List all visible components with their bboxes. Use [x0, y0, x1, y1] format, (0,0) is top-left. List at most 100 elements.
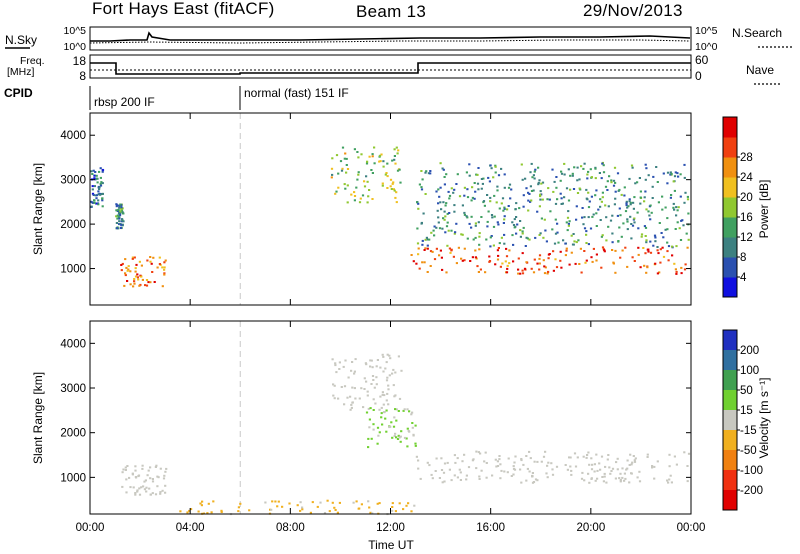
- echo-pixel: [542, 259, 545, 262]
- echo-pixel: [536, 479, 539, 482]
- echo-pixel: [553, 242, 557, 245]
- echo-pixel: [373, 162, 376, 165]
- echo-pixel: [397, 355, 400, 358]
- echo-pixel: [631, 461, 634, 464]
- echo-pixel: [683, 451, 686, 454]
- echo-pixel: [644, 163, 647, 166]
- echo-pixel: [437, 216, 440, 219]
- echo-pixel: [514, 208, 517, 211]
- echo-pixel: [680, 272, 683, 275]
- echo-pixel: [395, 419, 398, 422]
- echo-pixel: [595, 212, 598, 215]
- echo-pixel: [518, 207, 521, 210]
- echo-pixel: [661, 246, 664, 249]
- echo-pixel: [210, 511, 213, 514]
- echo-pixel: [332, 394, 335, 397]
- echo-pixel: [564, 464, 567, 466]
- echo-pixel: [378, 408, 381, 411]
- echo-pixel: [605, 239, 608, 242]
- echo-pixel: [415, 455, 418, 458]
- echo-pixel: [570, 234, 573, 237]
- echo-pixel: [578, 263, 581, 265]
- echo-pixel: [264, 501, 267, 504]
- echo-pixel: [389, 357, 392, 360]
- echo-pixel: [341, 146, 345, 149]
- echo-pixel: [366, 394, 369, 397]
- echo-pixel: [674, 268, 677, 271]
- echo-pixel: [151, 480, 155, 483]
- echo-pixel: [595, 253, 598, 256]
- echo-pixel: [539, 193, 542, 196]
- echo-pixel: [127, 268, 130, 271]
- echo-pixel: [220, 509, 223, 512]
- echo-pixel: [452, 191, 455, 194]
- echo-pixel: [490, 167, 493, 170]
- echo-pixel: [277, 500, 280, 503]
- echo-pixel: [499, 477, 502, 480]
- echo-pixel: [487, 176, 490, 179]
- echo-pixel: [99, 184, 103, 187]
- echo-pixel: [443, 183, 446, 186]
- echo-pixel: [385, 379, 389, 382]
- echo-pixel: [460, 233, 463, 236]
- echo-pixel: [120, 208, 123, 211]
- echo-pixel: [381, 391, 384, 394]
- colorbar-segment: [723, 330, 737, 351]
- echo-pixel: [565, 187, 569, 190]
- cpid-segment-2: normal (fast) 151 IF: [244, 86, 349, 100]
- echo-pixel: [447, 190, 450, 193]
- echo-pixel: [599, 468, 602, 471]
- echo-pixel: [410, 510, 413, 513]
- echo-pixel: [403, 436, 407, 439]
- echo-pixel: [156, 475, 159, 478]
- echo-pixel: [393, 158, 396, 161]
- echo-pixel: [449, 251, 452, 254]
- echo-pixel: [620, 193, 623, 196]
- echo-pixel: [393, 416, 396, 419]
- echo-pixel: [621, 249, 624, 252]
- echo-pixel: [611, 249, 614, 251]
- echo-pixel: [372, 428, 375, 431]
- echo-pixel: [360, 387, 363, 390]
- echo-pixel: [602, 171, 606, 174]
- echo-pixel: [556, 222, 559, 225]
- echo-pixel: [547, 270, 550, 273]
- echo-pixel: [95, 202, 98, 205]
- echo-pixel: [163, 268, 166, 271]
- echo-pixel: [614, 197, 617, 200]
- echo-pixel: [408, 410, 411, 413]
- echo-pixel: [206, 512, 209, 515]
- echo-pixel: [357, 173, 360, 176]
- echo-pixel: [330, 176, 333, 179]
- colorbar-segment: [723, 390, 737, 411]
- echo-pixel: [489, 164, 492, 167]
- echo-pixel: [540, 460, 543, 463]
- echo-pixel: [671, 245, 674, 248]
- echo-pixel: [399, 435, 402, 438]
- echo-pixel: [237, 510, 240, 513]
- echo-pixel: [548, 198, 551, 201]
- echo-pixel: [670, 481, 673, 484]
- echo-pixel: [540, 217, 543, 220]
- velocity-panel-frame: [89, 320, 692, 515]
- echo-pixel: [636, 211, 639, 214]
- echo-pixel: [498, 242, 501, 245]
- velocity-ylabel: Slant Range [km]: [31, 372, 45, 464]
- plot-title: Fort Hays East (fitACF): [92, 0, 275, 18]
- echo-pixel: [520, 458, 523, 460]
- echo-pixel: [478, 235, 481, 238]
- echo-pixel: [456, 173, 459, 176]
- echo-pixel: [571, 243, 575, 246]
- echo-pixel: [571, 172, 574, 175]
- echo-pixel: [512, 473, 515, 476]
- echo-pixel: [443, 176, 446, 178]
- echo-pixel: [100, 181, 103, 184]
- echo-pixel: [571, 174, 574, 177]
- echo-pixel: [164, 470, 167, 473]
- echo-pixel: [626, 228, 629, 231]
- echo-pixel: [554, 232, 558, 235]
- echo-pixel: [637, 253, 640, 256]
- echo-pixel: [657, 252, 660, 255]
- time-axis-label: Time UT: [368, 538, 414, 552]
- echo-pixel: [582, 167, 585, 170]
